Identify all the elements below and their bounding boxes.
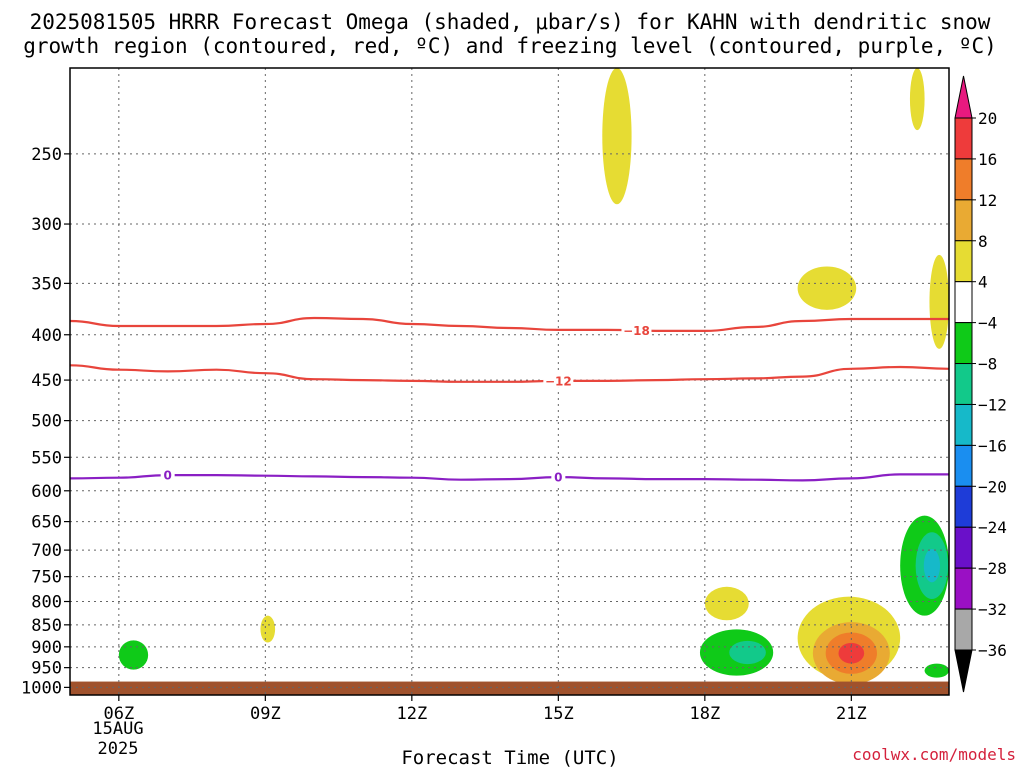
colorbar-bottom-triangle	[954, 649, 973, 693]
omega-region	[704, 586, 749, 621]
y-tick-label: 850	[31, 616, 62, 636]
contour-label: −12	[545, 374, 572, 388]
colorbar-label: −28	[978, 559, 1007, 578]
x-tick-label: 12Z	[396, 704, 427, 724]
x-tick-label: 15Z	[543, 704, 574, 724]
y-tick-label: 950	[31, 659, 62, 679]
colorbar-label: 4	[978, 273, 988, 292]
colorbar-segment	[954, 158, 973, 201]
plot-frame	[69, 67, 950, 696]
colorbar-segment	[954, 117, 973, 160]
colorbar-segment	[954, 485, 973, 528]
colorbar-segment	[954, 199, 973, 242]
colorbar-segment	[954, 567, 973, 610]
date-label-year: 2025	[98, 739, 139, 759]
contour-label: 0	[554, 471, 562, 485]
colorbar-segment	[954, 281, 973, 324]
contour-line	[69, 316, 949, 332]
colorbar-label: −12	[978, 395, 1007, 414]
colorbar-segment	[954, 363, 973, 405]
colorbar-segment	[954, 444, 973, 487]
omega-region	[118, 640, 149, 670]
contour-line	[69, 473, 950, 482]
omega-core	[923, 548, 941, 583]
omega-region	[260, 615, 276, 643]
omega-shading	[118, 67, 950, 685]
contour-line	[69, 364, 950, 383]
y-tick-label: 600	[31, 482, 62, 502]
contour-label-bg	[621, 323, 652, 338]
y-tick-label: 500	[31, 412, 62, 432]
colorbar-label: −24	[978, 518, 1007, 537]
x-axis-label: Forecast Time (UTC)	[401, 747, 618, 768]
colorbar: 20 16 12 8 4 −4 −8 −12 −16 −20 −24 −28 −32 −36	[954, 75, 1007, 693]
colorbar-segment	[954, 240, 973, 283]
y-tick-label: 350	[31, 274, 62, 294]
y-tick-label: 550	[31, 448, 62, 468]
chart-title-line-2: growth region (contoured, red, ºC) and f…	[23, 34, 997, 58]
credit-text: coolwx.com/models	[852, 745, 1016, 764]
colorbar-segment	[954, 526, 973, 569]
colorbar-segment	[954, 403, 973, 446]
colorbar-label: 20	[978, 109, 997, 128]
temperature-contours: −18 −12 0 0	[69, 316, 950, 485]
contour-label-bg	[543, 373, 574, 388]
colorbar-segment	[954, 322, 973, 365]
colorbar-label: 8	[978, 232, 988, 251]
y-tick-label: 750	[31, 568, 62, 588]
colorbar-label: −20	[978, 477, 1007, 496]
date-label-day: 15AUG	[92, 719, 143, 739]
omega-region	[602, 67, 632, 205]
omega-region	[909, 68, 925, 131]
y-tick-label: 1000	[21, 678, 62, 698]
colorbar-label: −16	[978, 436, 1007, 455]
x-tick-label: 06Z	[103, 704, 134, 724]
y-tick-label: 900	[31, 638, 62, 658]
x-tick-label: 18Z	[689, 704, 720, 724]
chart-title-line-1: 2025081505 HRRR Forecast Omega (shaded, …	[30, 10, 991, 34]
y-tick-label: 450	[31, 371, 62, 391]
omega-core	[838, 642, 865, 664]
colorbar-top-triangle	[954, 75, 973, 119]
contour-label-bg	[551, 470, 566, 485]
contour-label-bg	[160, 468, 175, 483]
terrain-band	[70, 681, 949, 695]
x-axis-ticks: 06Z 09Z 12Z 15Z 18Z 21Z	[103, 695, 867, 724]
omega-region	[929, 254, 949, 349]
y-tick-label: 800	[31, 593, 62, 613]
contour-label: −18	[623, 324, 650, 338]
colorbar-label: −4	[978, 314, 997, 333]
x-tick-label: 09Z	[250, 704, 281, 724]
x-tick-label: 21Z	[836, 704, 867, 724]
y-tick-label: 700	[31, 541, 62, 561]
omega-region	[797, 266, 857, 310]
y-tick-label: 650	[31, 513, 62, 533]
y-tick-label: 300	[31, 215, 62, 235]
y-tick-label: 250	[31, 145, 62, 165]
colorbar-label: −36	[978, 641, 1007, 660]
contour-label: 0	[163, 469, 171, 483]
colorbar-segment	[954, 608, 973, 651]
omega-core	[729, 640, 766, 665]
terrain-mask	[70, 681, 949, 695]
colorbar-label: 12	[978, 191, 997, 210]
y-axis-ticks: 2503003504004505005506006507007508008509…	[21, 145, 70, 698]
y-tick-label: 400	[31, 326, 62, 346]
omega-region	[924, 663, 950, 678]
colorbar-label: −32	[978, 600, 1007, 619]
colorbar-label: 16	[978, 150, 997, 169]
colorbar-label: −8	[978, 355, 997, 374]
